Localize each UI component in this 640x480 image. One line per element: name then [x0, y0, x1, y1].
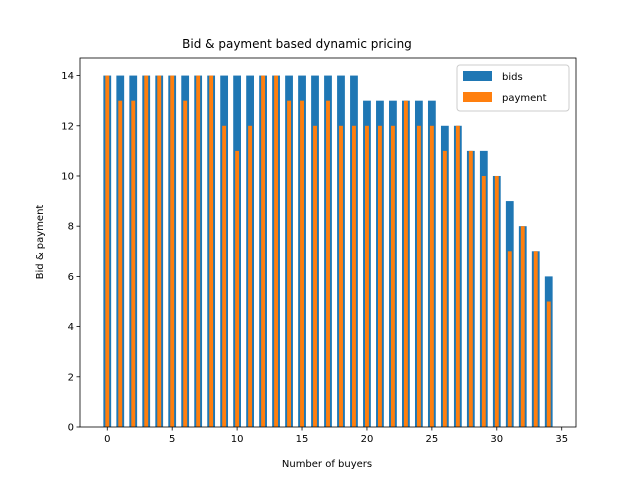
- bar-payment-21: [377, 125, 382, 427]
- bar-payment-18: [339, 125, 343, 427]
- bar-payment-32: [520, 226, 525, 427]
- bar-payment-4: [157, 75, 162, 427]
- y-tick-label-10: 10: [61, 171, 74, 182]
- bar-payment-31: [507, 251, 512, 427]
- bar-payment-22: [390, 125, 395, 427]
- bar-payment-13: [274, 75, 279, 427]
- bar-payment-28: [468, 150, 473, 427]
- x-tick-label-30: 30: [490, 434, 503, 445]
- bar-payment-25: [429, 125, 434, 427]
- x-axis-label: Number of buyers: [282, 459, 372, 470]
- bars-layer: [103, 75, 553, 428]
- bar-payment-20: [365, 125, 369, 427]
- bar-payment-33: [533, 251, 538, 427]
- bar-payment-29: [481, 175, 486, 427]
- bar-payment-3: [144, 75, 149, 427]
- x-tick-label-5: 5: [169, 434, 175, 445]
- bar-payment-16: [313, 125, 317, 427]
- x-tick-label-25: 25: [426, 434, 439, 445]
- bar-payment-8: [209, 75, 214, 427]
- y-tick-label-12: 12: [61, 121, 74, 132]
- x-tick-label-0: 0: [104, 434, 110, 445]
- chart-title: Bid & payment based dynamic pricing: [182, 37, 412, 51]
- bar-payment-26: [442, 150, 447, 427]
- x-tick-label-10: 10: [231, 434, 244, 445]
- bar-payment-11: [248, 125, 253, 427]
- bar-payment-34: [546, 301, 551, 427]
- bar-payment-12: [261, 75, 266, 427]
- y-tick-label-14: 14: [61, 71, 74, 82]
- bar-payment-19: [352, 125, 356, 427]
- bar-payment-30: [494, 175, 499, 427]
- x-tick-label-35: 35: [555, 434, 568, 445]
- x-tick-label-20: 20: [361, 434, 374, 445]
- bar-payment-24: [416, 125, 421, 427]
- plot-frame: [79, 57, 577, 428]
- legend-label-payment: payment: [502, 93, 547, 104]
- y-tick-label-6: 6: [68, 272, 74, 283]
- bar-payment-15: [300, 100, 304, 428]
- legend-swatch-bids: [463, 71, 492, 81]
- bar-payment-7: [196, 75, 201, 427]
- y-tick-label-0: 0: [68, 423, 74, 434]
- bar-payment-0: [105, 75, 110, 427]
- bar-payment-5: [170, 75, 175, 427]
- legend-label-bids: bids: [502, 72, 523, 83]
- bar-payment-10: [235, 150, 240, 427]
- y-tick-label-8: 8: [68, 222, 74, 233]
- bar-payment-9: [222, 125, 227, 427]
- axes: 0 5 10 15 20 25 30 35 0 2 4 6 8 10 12 14: [61, 57, 577, 445]
- bar-payment-2: [131, 100, 136, 428]
- bar-payment-6: [183, 100, 188, 428]
- bar-payment-14: [287, 100, 291, 428]
- bar-payment-23: [403, 100, 408, 428]
- bar-payment-27: [455, 125, 460, 427]
- legend-swatch-payment: [463, 92, 492, 102]
- y-tick-label-4: 4: [68, 322, 74, 333]
- x-tick-label-15: 15: [296, 434, 309, 445]
- legend: bids payment: [456, 64, 570, 112]
- y-tick-label-2: 2: [68, 372, 74, 383]
- bar-payment-1: [118, 100, 123, 428]
- bar-payment-17: [326, 100, 330, 428]
- y-axis-label: Bid & payment: [35, 205, 46, 280]
